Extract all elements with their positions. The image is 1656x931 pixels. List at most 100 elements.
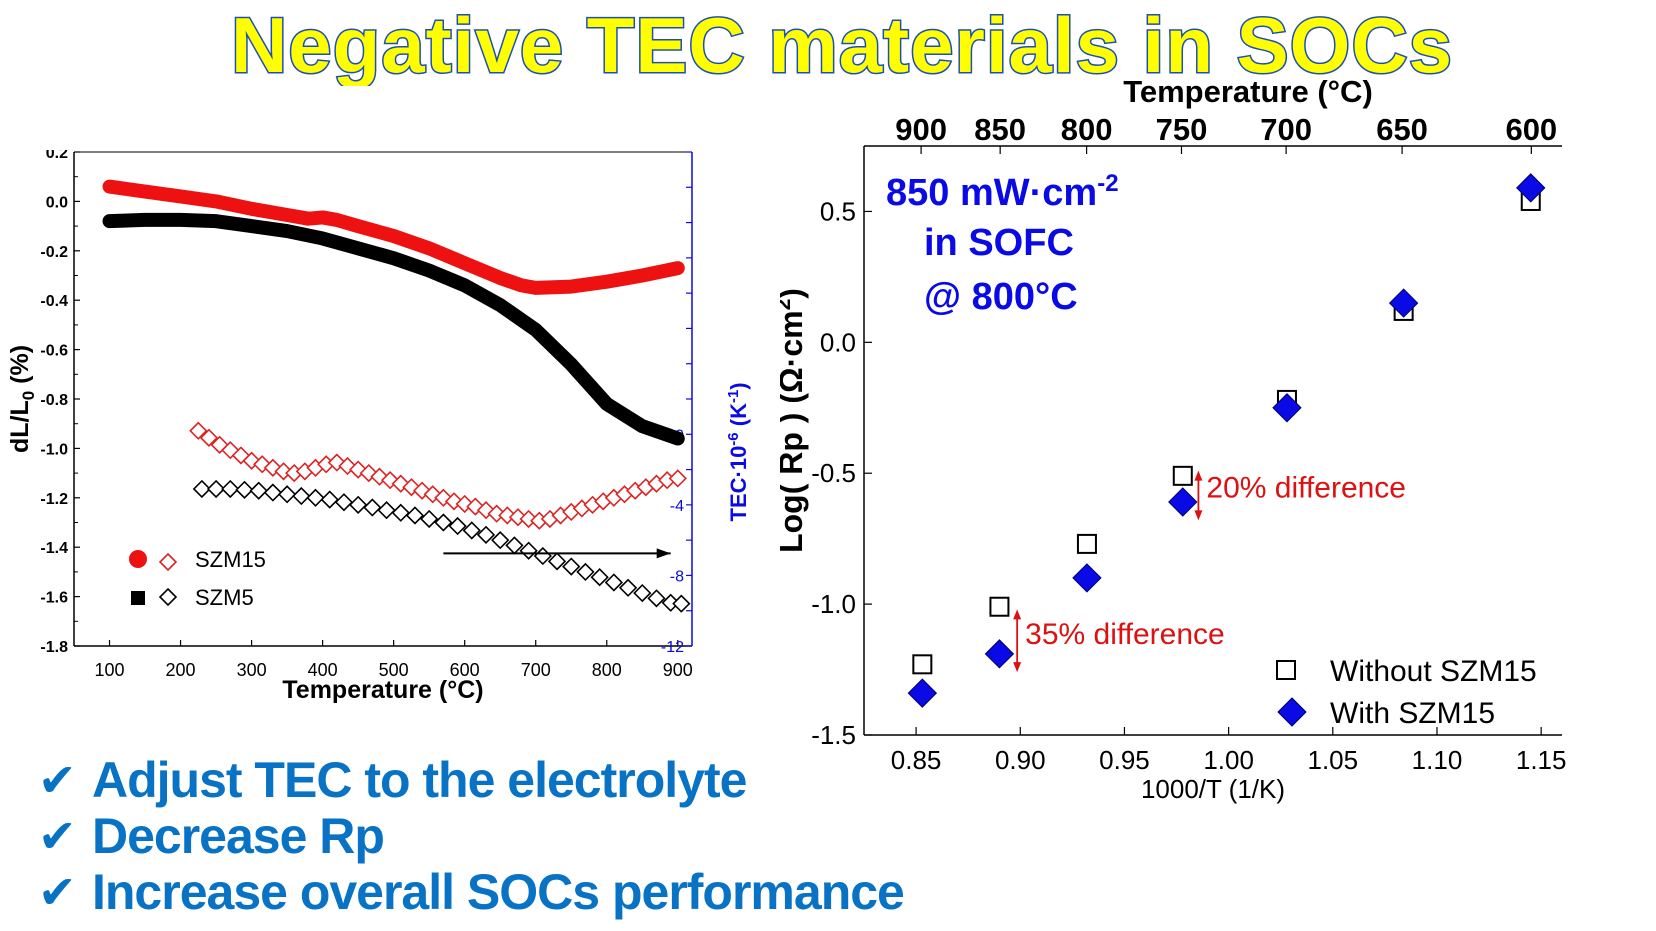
- data-point-szm5: [221, 479, 240, 499]
- y-tick-label: -1.0: [40, 441, 68, 458]
- data-point-szm5: [349, 495, 368, 514]
- data-point-szm5: [604, 573, 623, 592]
- y-axis-label: Log( Rp ) (Ω·cm2): [780, 288, 809, 553]
- x2-tick-label: 650: [1376, 112, 1428, 147]
- y2-axis-label: TEC·10-6 (K-1): [725, 382, 751, 521]
- data-point-szm5: [647, 589, 666, 608]
- data-point-szm5: [363, 498, 382, 517]
- y-tick-label: -1.5: [811, 720, 856, 750]
- data-point-szm5: [547, 552, 567, 571]
- y-axis-label: dL/L0 (%): [6, 345, 38, 453]
- data-point-szm5: [476, 525, 496, 544]
- data-point-szm5: [405, 506, 425, 525]
- data-point-szm5: [633, 583, 652, 603]
- bullet-item: ✔ Increase overall SOCs performance: [38, 864, 1038, 920]
- x-tick-label: 1.00: [1203, 745, 1254, 775]
- data-point-szm5: [562, 557, 581, 576]
- checkmark-icon: ✔: [38, 809, 77, 863]
- x-tick-label: 500: [379, 660, 409, 680]
- data-point-szm5: [434, 513, 453, 532]
- difference-arrow-35-head-top: [1013, 609, 1022, 620]
- difference-note: 35% difference: [1025, 618, 1225, 651]
- data-point-without-szm15: [1076, 533, 1097, 554]
- polarization-resistance-chart: 0.5 0.0 -0.5 -1.0 -1.5 0.85 0.90 0.95 1.00 1.05 1.…: [780, 80, 1567, 804]
- power-density-annotation: 850 mW·cm-2 in SOFC @ 800°C: [886, 170, 1119, 318]
- data-point-szm15: [199, 428, 219, 447]
- y2-tick-label: -4: [670, 498, 684, 515]
- data-point-szm5: [618, 578, 638, 597]
- x-tick-label: 1.10: [1412, 745, 1463, 775]
- data-point-with-szm15: [1516, 173, 1546, 203]
- bullet-item: ✔ Decrease Rp: [38, 808, 1038, 864]
- x-tick-label: 800: [592, 660, 622, 680]
- difference-arrow-20-head-bottom: [1194, 510, 1203, 521]
- data-point-szm5: [277, 485, 297, 504]
- data-point-szm5: [462, 521, 481, 540]
- legend-marker-without: [1276, 660, 1296, 680]
- x-axis-label: 1000/T (1/K): [1141, 774, 1285, 804]
- legend-marker-with: [1277, 697, 1307, 727]
- data-point-szm5: [320, 490, 339, 509]
- x-tick-label: 0.90: [995, 745, 1046, 775]
- bullet-list: ✔ Adjust TEC to the electrolyte ✔ Decrea…: [38, 752, 1038, 920]
- x-tick-label: 900: [663, 660, 693, 680]
- data-point-szm15: [189, 421, 208, 440]
- data-point-szm5: [491, 531, 510, 550]
- data-point-szm5: [590, 568, 609, 587]
- x-tick-label: 1.05: [1308, 745, 1359, 775]
- data-point-szm15: [668, 469, 687, 488]
- x2-tick-label: 900: [895, 112, 947, 147]
- x-tick-label: 600: [450, 660, 480, 680]
- data-point-szm5: [249, 481, 268, 500]
- difference-arrow-20-head-top: [1194, 470, 1203, 481]
- data-point-without-szm15: [1172, 465, 1193, 486]
- x-tick-label: 100: [94, 660, 124, 680]
- data-point-szm5: [519, 541, 538, 560]
- data-point-szm5: [334, 493, 354, 512]
- data-point-szm5: [192, 479, 211, 499]
- x-tick-label: 1.15: [1516, 745, 1567, 775]
- y-tick-label: -1.0: [811, 589, 856, 619]
- x-tick-label: 200: [166, 660, 196, 680]
- dilatometry-chart: 0.2 0.0 -0.2 -0.4 -0.6 -0.8 -1.0 -1.2 -1.4 -1.6 -1…: [6, 150, 751, 704]
- x-tick-label: 700: [521, 660, 551, 680]
- x2-tick-label: 700: [1260, 112, 1312, 147]
- data-point-with-szm15: [1168, 487, 1198, 517]
- y-tick-label: 0.0: [46, 194, 68, 211]
- data-point-without-szm15: [989, 596, 1010, 617]
- checkmark-icon: ✔: [38, 753, 77, 807]
- data-point-szm5: [306, 488, 325, 507]
- bullet-text: Decrease Rp: [92, 808, 385, 864]
- data-point-szm5: [391, 503, 410, 522]
- title-banner: Negative TEC materials in SOCs: [229, 0, 1453, 86]
- data-point-with-szm15: [1388, 288, 1419, 318]
- bullet-text: Increase overall SOCs performance: [92, 864, 905, 920]
- x-tick-label: 0.95: [1099, 745, 1150, 775]
- y2-tick-label: -12: [661, 639, 684, 656]
- difference-note: 20% difference: [1206, 472, 1406, 505]
- y-tick-label: 0.0: [820, 327, 856, 357]
- difference-arrow-35-head-bottom: [1013, 662, 1022, 673]
- y-tick-label: -1.6: [40, 590, 68, 607]
- data-point-szm5: [235, 480, 254, 499]
- data-point-szm15: [498, 506, 517, 525]
- x2-tick-label: 750: [1156, 112, 1208, 147]
- legend-marker-szm5-open: [158, 587, 178, 607]
- pointer-arrowhead: [656, 548, 671, 559]
- y-tick-label: -0.5: [811, 458, 856, 488]
- legend-label: Without SZM15: [1330, 655, 1537, 688]
- data-point-szm5: [292, 486, 311, 506]
- legend-marker-szm15-open: [158, 552, 178, 572]
- legend-marker-szm5-solid: [131, 591, 145, 605]
- data-point-szm5: [420, 509, 439, 529]
- data-point-without-szm15: [912, 654, 933, 675]
- y-tick-label: -1.8: [40, 639, 68, 656]
- data-point-szm5: [263, 483, 283, 502]
- y-tick-label: -0.4: [40, 293, 68, 310]
- x2-axis-label: Temperature (°C): [1123, 80, 1373, 109]
- y-tick-label: 0.2: [46, 150, 68, 162]
- legend-label: SZM5: [195, 585, 254, 610]
- legend-marker-szm15-solid: [129, 550, 147, 568]
- data-point-with-szm15: [907, 678, 938, 708]
- data-point-szm5: [576, 562, 595, 582]
